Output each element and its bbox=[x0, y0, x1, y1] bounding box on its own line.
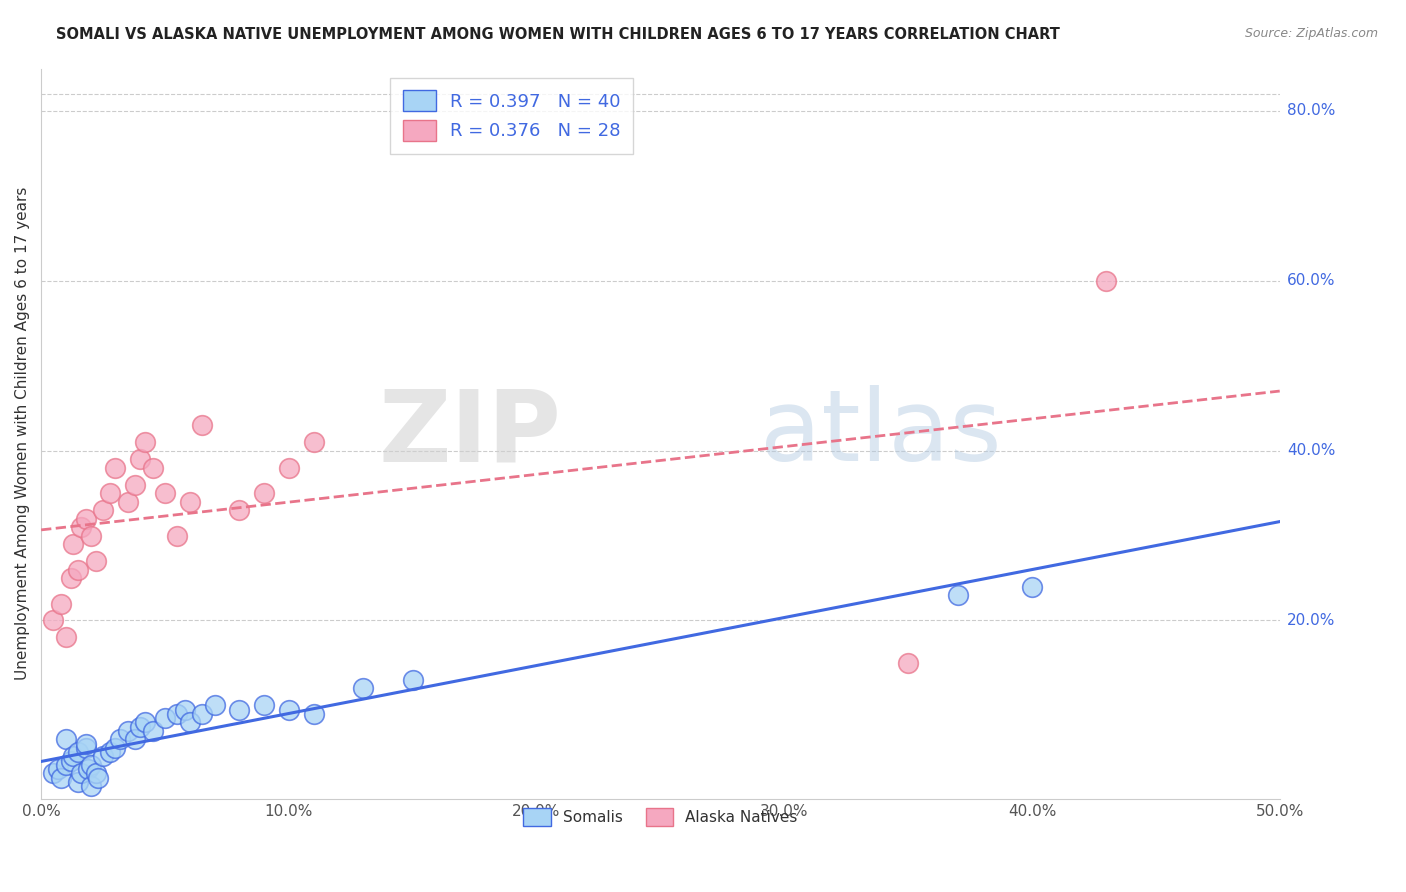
Point bbox=[110, 732, 132, 747]
Point bbox=[100, 486, 122, 500]
Point bbox=[69, 520, 91, 534]
Point bbox=[129, 452, 152, 467]
Point bbox=[75, 737, 97, 751]
Text: atlas: atlas bbox=[759, 385, 1001, 483]
Point bbox=[897, 656, 920, 670]
Point bbox=[352, 681, 374, 696]
Text: 60.0%: 60.0% bbox=[1286, 273, 1336, 288]
Point bbox=[59, 754, 82, 768]
Point bbox=[228, 703, 250, 717]
Point bbox=[87, 771, 110, 785]
Point bbox=[67, 745, 90, 759]
Text: SOMALI VS ALASKA NATIVE UNEMPLOYMENT AMONG WOMEN WITH CHILDREN AGES 6 TO 17 YEAR: SOMALI VS ALASKA NATIVE UNEMPLOYMENT AMO… bbox=[56, 27, 1060, 42]
Point bbox=[79, 528, 101, 542]
Point bbox=[191, 418, 214, 433]
Point bbox=[166, 528, 188, 542]
Point bbox=[1021, 580, 1043, 594]
Point bbox=[100, 745, 122, 759]
Point bbox=[104, 460, 127, 475]
Point bbox=[1095, 274, 1118, 288]
Point bbox=[946, 588, 969, 602]
Point bbox=[75, 740, 97, 755]
Point bbox=[228, 503, 250, 517]
Point bbox=[55, 631, 77, 645]
Point bbox=[79, 779, 101, 793]
Point bbox=[77, 762, 100, 776]
Point bbox=[204, 698, 226, 713]
Point bbox=[62, 537, 84, 551]
Point bbox=[42, 766, 65, 780]
Point bbox=[55, 757, 77, 772]
Point bbox=[84, 766, 107, 780]
Text: Source: ZipAtlas.com: Source: ZipAtlas.com bbox=[1244, 27, 1378, 40]
Point bbox=[49, 597, 72, 611]
Point bbox=[91, 503, 114, 517]
Point bbox=[67, 563, 90, 577]
Point bbox=[134, 435, 156, 450]
Point bbox=[302, 435, 325, 450]
Text: ZIP: ZIP bbox=[378, 385, 561, 483]
Point bbox=[129, 720, 152, 734]
Point bbox=[402, 673, 425, 687]
Text: 40.0%: 40.0% bbox=[1286, 443, 1336, 458]
Point bbox=[166, 706, 188, 721]
Point bbox=[48, 762, 70, 776]
Point bbox=[153, 711, 176, 725]
Point bbox=[62, 749, 84, 764]
Point bbox=[59, 571, 82, 585]
Y-axis label: Unemployment Among Women with Children Ages 6 to 17 years: Unemployment Among Women with Children A… bbox=[15, 187, 30, 681]
Point bbox=[117, 723, 139, 738]
Point bbox=[173, 703, 195, 717]
Point bbox=[191, 706, 214, 721]
Point bbox=[67, 775, 90, 789]
Point bbox=[179, 494, 201, 508]
Point bbox=[91, 749, 114, 764]
Point bbox=[124, 732, 146, 747]
Point bbox=[69, 766, 91, 780]
Point bbox=[124, 477, 146, 491]
Point bbox=[134, 715, 156, 730]
Point bbox=[49, 771, 72, 785]
Point bbox=[79, 757, 101, 772]
Point bbox=[253, 698, 276, 713]
Point bbox=[75, 511, 97, 525]
Legend: Somalis, Alaska Natives: Somalis, Alaska Natives bbox=[515, 799, 807, 835]
Point bbox=[142, 460, 165, 475]
Point bbox=[104, 740, 127, 755]
Point bbox=[142, 723, 165, 738]
Point bbox=[55, 732, 77, 747]
Point bbox=[277, 460, 299, 475]
Point bbox=[153, 486, 176, 500]
Point bbox=[117, 494, 139, 508]
Point bbox=[42, 614, 65, 628]
Point bbox=[302, 706, 325, 721]
Point bbox=[277, 703, 299, 717]
Text: 80.0%: 80.0% bbox=[1286, 103, 1336, 119]
Point bbox=[179, 715, 201, 730]
Text: 20.0%: 20.0% bbox=[1286, 613, 1336, 628]
Point bbox=[253, 486, 276, 500]
Point bbox=[84, 554, 107, 568]
